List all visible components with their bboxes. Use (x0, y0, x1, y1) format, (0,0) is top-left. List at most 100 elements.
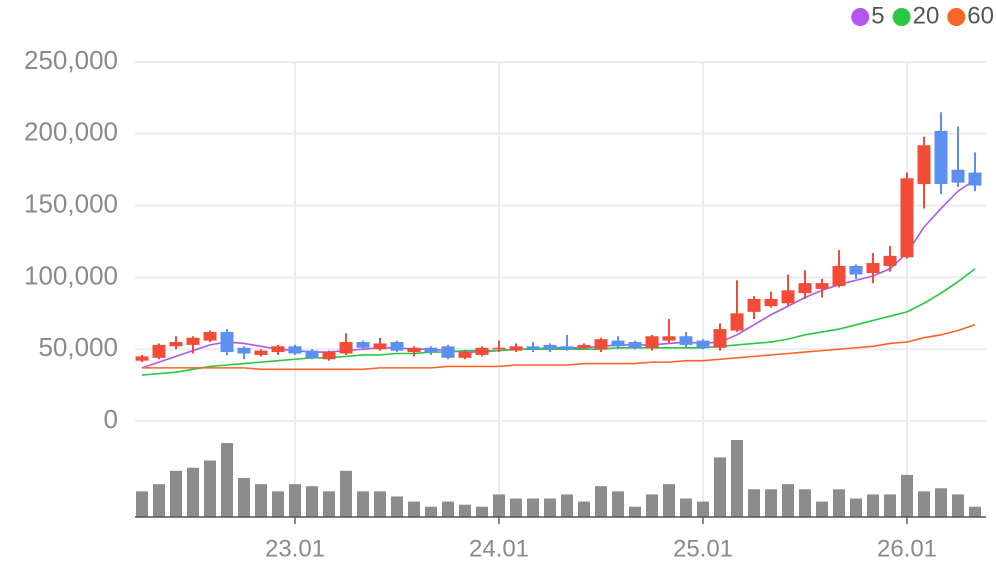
candle-body (560, 346, 574, 350)
ma-line (142, 324, 976, 371)
candle-body (475, 347, 489, 355)
candle-body (186, 337, 200, 345)
y-tick-label: 200,000 (24, 117, 118, 147)
candle-body (543, 344, 557, 350)
volume-bar (799, 489, 811, 517)
candle-body (288, 346, 302, 354)
volume-bar (578, 501, 590, 517)
volume-bar (731, 440, 743, 517)
volume-bar (663, 484, 675, 517)
candle-body (356, 342, 370, 348)
candle-body (730, 313, 744, 331)
volume-bar (952, 494, 964, 517)
volume-bar (340, 470, 352, 517)
candle-body (662, 336, 676, 341)
candle-body (815, 283, 829, 289)
volume-bar (510, 498, 522, 517)
legend-label: 20 (913, 2, 940, 29)
volume-bar (493, 494, 505, 517)
candle-body (849, 265, 863, 275)
candle-body (968, 172, 982, 186)
y-tick-label: 250,000 (24, 45, 118, 75)
volume-bar (272, 491, 284, 517)
candle-body (220, 331, 234, 353)
candle-body (832, 265, 846, 287)
volume-bar (544, 498, 556, 517)
volume-bar (391, 496, 403, 517)
legend-dot (892, 8, 911, 26)
candle-body (271, 346, 285, 353)
candle-body (492, 347, 506, 350)
volume-bar (646, 494, 658, 517)
volume-bar (782, 484, 794, 517)
candle-body (951, 169, 965, 183)
candle-body (679, 336, 693, 345)
volume-bar (833, 489, 845, 517)
volume-bar (408, 501, 420, 517)
candle-body (237, 347, 251, 354)
volume-bar (714, 457, 726, 517)
candle-body (169, 342, 183, 347)
candle-body (373, 343, 387, 350)
candle-body (390, 342, 404, 351)
candle-body (900, 178, 914, 258)
candle-body (135, 356, 149, 361)
candle-body (526, 346, 540, 350)
candle-body (407, 347, 421, 353)
volume-bar (255, 484, 267, 517)
candle-body (509, 346, 523, 351)
volume-bar (884, 494, 896, 517)
candle-body (747, 298, 761, 312)
volume-bar (561, 494, 573, 517)
volume-bar (476, 506, 488, 517)
legend-dot (947, 8, 966, 26)
volume-bar (170, 470, 182, 517)
volume-bar (289, 484, 301, 517)
volume-bar (459, 504, 471, 517)
legend-dot (851, 8, 870, 26)
volume-bar (918, 491, 930, 517)
candle-body (152, 344, 166, 358)
x-tick-label: 26.01 (877, 535, 937, 562)
volume-bar (748, 489, 760, 517)
candle-body (424, 347, 438, 353)
volume-bar (629, 506, 641, 517)
y-tick-label: 150,000 (24, 188, 118, 218)
volume-bar (374, 491, 386, 517)
candle-body (934, 130, 948, 185)
volume-bar (816, 501, 828, 517)
x-tick-label: 23.01 (265, 535, 325, 562)
x-tick-label: 24.01 (469, 535, 529, 562)
candle-body (764, 298, 778, 307)
volume-bar (221, 443, 233, 517)
y-tick-label: 0 (104, 404, 118, 434)
candle-body (866, 263, 880, 274)
candle-body (577, 344, 591, 348)
volume-bar (765, 489, 777, 517)
candle-body (203, 331, 217, 341)
volume-bar (204, 460, 216, 517)
candle-body (322, 352, 336, 360)
volume-bar (969, 506, 981, 517)
candle-body (458, 352, 472, 358)
candle-body (917, 145, 931, 185)
volume-bar (680, 498, 692, 517)
volume-bar (935, 488, 947, 517)
volume-bar (867, 494, 879, 517)
candle-body (645, 336, 659, 348)
volume-bar (425, 506, 437, 517)
volume-bar (187, 467, 199, 517)
volume-bar (527, 498, 539, 517)
volume-bar (238, 477, 250, 517)
candle-body (305, 350, 319, 358)
volume-bar (306, 486, 318, 517)
volume-bar (153, 484, 165, 517)
candle-body (696, 340, 710, 348)
candle-body (254, 350, 268, 355)
candle-body (628, 342, 642, 348)
volume-bar (901, 474, 913, 517)
legend-label: 5 (871, 2, 884, 29)
candle-body (798, 283, 812, 294)
y-tick-label: 100,000 (24, 260, 118, 290)
